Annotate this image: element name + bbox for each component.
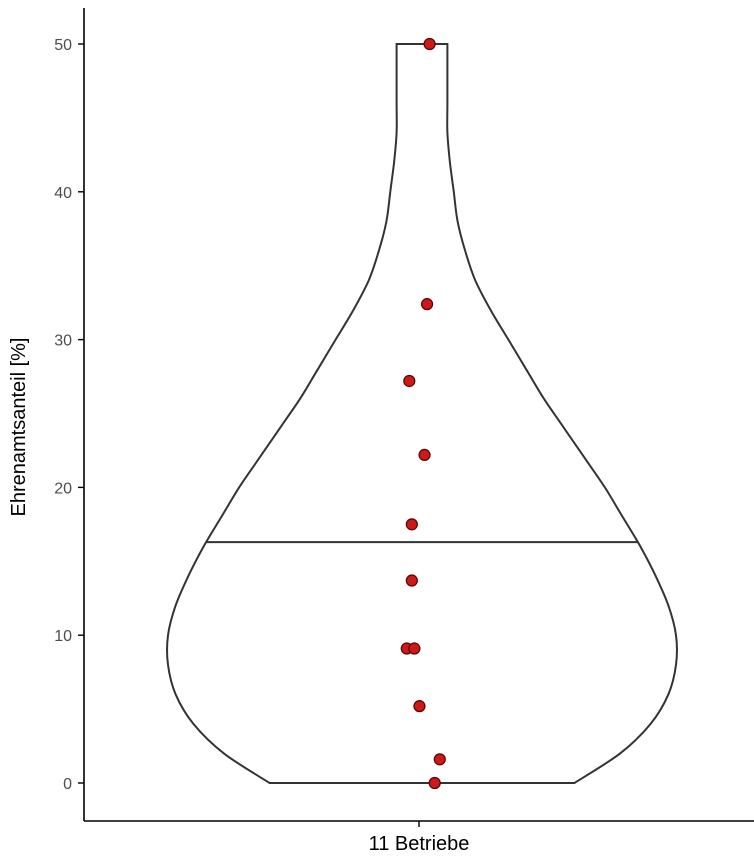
data-point [408,642,421,655]
y-tick-label: 50 [54,37,72,54]
y-tick-label: 30 [54,333,72,350]
data-point [405,518,418,531]
data-point [423,37,436,51]
y-tick-label: 20 [54,480,72,497]
y-axis-title: Ehrenamtsanteil [%] [8,338,30,517]
data-point [403,374,416,388]
data-points [400,37,446,790]
x-category-label: 11 Betriebe [369,833,470,855]
violin-group [166,43,678,784]
y-tick-label: 40 [54,185,72,202]
data-point [420,298,434,311]
data-point [428,776,441,790]
data-point [433,753,446,766]
y-axis: 0 10 20 30 40 50 [54,8,85,821]
y-tick-label: 0 [63,776,72,793]
data-point [418,448,431,461]
violin-outline [166,43,678,784]
data-point [413,700,426,713]
data-point [405,574,418,587]
x-axis [84,820,754,827]
y-tick-label: 10 [54,628,72,645]
